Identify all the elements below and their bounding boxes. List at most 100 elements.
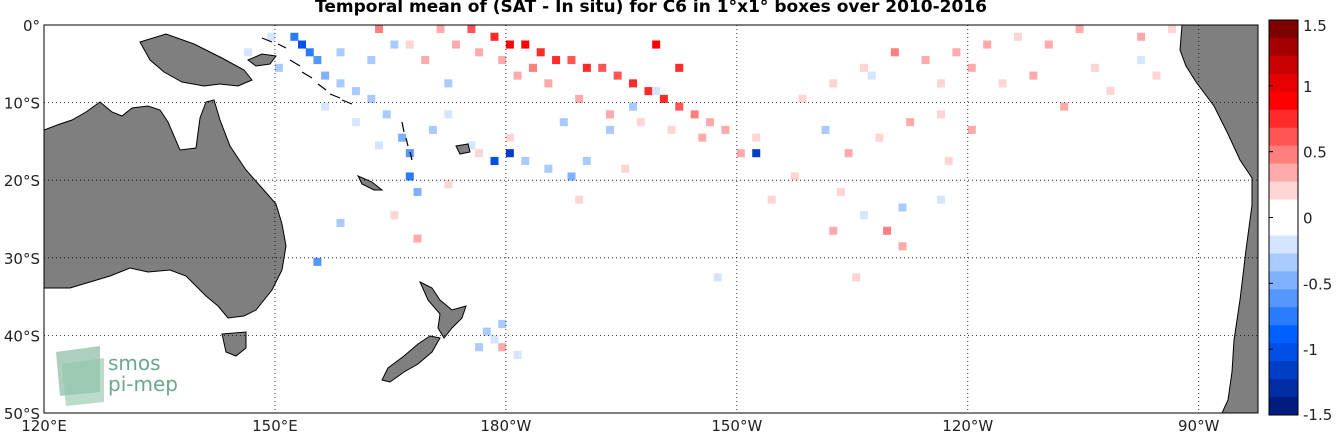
anomaly-cell [1075, 25, 1084, 34]
anomaly-cell [936, 79, 945, 88]
anomaly-cell [436, 25, 445, 34]
anomaly-cell [1044, 40, 1053, 49]
colorbar-band [1269, 20, 1298, 39]
lat-tick-label: 10°S [4, 95, 40, 113]
anomaly-cell [1137, 32, 1146, 41]
anomaly-cell [313, 257, 322, 266]
colorbar-tick-label: -1.5 [1303, 406, 1332, 424]
colorbar-band [1269, 37, 1298, 57]
anomaly-cell [513, 350, 522, 359]
anomaly-cell [898, 242, 907, 251]
vanuatu-islands [401, 121, 413, 161]
anomaly-cell [552, 56, 561, 65]
colorbar-band [1269, 343, 1298, 362]
anomaly-cell [567, 172, 576, 181]
anomaly-cell [575, 195, 584, 204]
new-caledonia-island [356, 175, 384, 191]
anomaly-cell [321, 71, 330, 80]
anomaly-cell [852, 273, 861, 282]
anomaly-cell [398, 133, 407, 142]
anomaly-cell [906, 118, 915, 127]
colorbar-band [1269, 361, 1298, 380]
land-layer [44, 25, 1258, 413]
anomaly-cell [390, 211, 399, 220]
lon-tick-label: 150°E [252, 417, 298, 435]
anomaly-cell [498, 319, 507, 328]
anomaly-cell [675, 102, 684, 111]
anomaly-cell [375, 141, 384, 150]
map-title: Temporal mean of (SAT - In situ) for C6 … [315, 0, 987, 17]
fiji-island [455, 143, 471, 155]
colorbar-ticks: 1.5 1 0.5 0 -0.5 -1 -1.5 [1269, 17, 1332, 424]
anomaly-cell [798, 94, 807, 103]
colorbar-tick-label: 1.5 [1303, 17, 1327, 35]
colorbar-bands [1269, 20, 1298, 416]
anomaly-cell [336, 219, 345, 228]
anomaly-cell [1060, 102, 1069, 111]
new-zealand-north-island [418, 280, 467, 339]
colorbar-band [1269, 91, 1298, 111]
anomaly-cell [629, 102, 638, 111]
lon-tick-label: 120°W [942, 417, 993, 435]
logo-mark-layer-icon [62, 358, 104, 406]
colorbar-tick-label: 0.5 [1303, 144, 1327, 162]
anomaly-cell [582, 156, 591, 165]
anomaly-cell [428, 125, 437, 134]
graticule [44, 25, 1258, 413]
anomaly-cell [413, 187, 422, 197]
anomaly-cell [336, 48, 345, 57]
anomaly-cell [367, 56, 376, 65]
anomaly-cell [752, 133, 761, 142]
anomaly-cell [467, 141, 476, 150]
anomaly-cell [698, 133, 707, 142]
anomaly-cell [498, 56, 507, 65]
colorbar-tick-label: 0 [1303, 210, 1313, 228]
colorbar-band [1269, 163, 1298, 182]
anomaly-cell [829, 226, 838, 235]
new-guinea-island [139, 33, 253, 87]
anomaly-cell [967, 63, 976, 72]
anomaly-cell [1013, 32, 1022, 41]
anomaly-cell [1106, 87, 1115, 96]
anomaly-cell [505, 149, 514, 158]
anomaly-cell [475, 48, 484, 57]
anomaly-cell [767, 195, 776, 204]
anomaly-cell [713, 273, 722, 282]
anomaly-cell [405, 172, 414, 181]
colorbar-band [1269, 307, 1298, 326]
logo-text-smos: smos [108, 351, 161, 375]
anomaly-cell [867, 71, 876, 80]
anomaly-cell [467, 25, 476, 34]
anomaly-cell [351, 118, 360, 127]
anomaly-cell [305, 48, 314, 57]
anomaly-cell [452, 40, 461, 49]
anomaly-cell [375, 25, 384, 34]
tasmania-island [221, 331, 247, 357]
anomaly-cell [1137, 56, 1146, 65]
colorbar-band [1269, 379, 1298, 398]
anomaly-cell [521, 40, 530, 49]
anomaly-cell [736, 149, 745, 158]
anomaly-cell [575, 94, 584, 103]
anomaly-cell [536, 48, 545, 57]
anomaly-cell [936, 110, 945, 119]
anomaly-cell [613, 71, 622, 80]
colorbar-band [1269, 181, 1298, 200]
lat-tick-label: 20°S [4, 172, 40, 190]
anomaly-cell [883, 226, 892, 235]
map-axes: 120°E 150°E 180°W 150°W 120°W 90°W 0° 10°S 20°S 3… [4, 17, 1259, 435]
anomaly-cell [952, 48, 961, 57]
anomaly-cell [652, 87, 661, 96]
anomaly-cell [421, 56, 430, 65]
anomaly-cell [321, 102, 330, 111]
anomaly-cell [636, 118, 645, 127]
anomaly-cell [829, 79, 838, 88]
anomaly-cell [644, 87, 653, 96]
anomaly-cell [690, 110, 699, 119]
axes-frame [43, 24, 1259, 414]
anomaly-cell [860, 63, 869, 72]
anomaly-cell [1152, 71, 1161, 80]
anomaly-cell [890, 48, 899, 57]
colorbar-band [1269, 289, 1298, 308]
